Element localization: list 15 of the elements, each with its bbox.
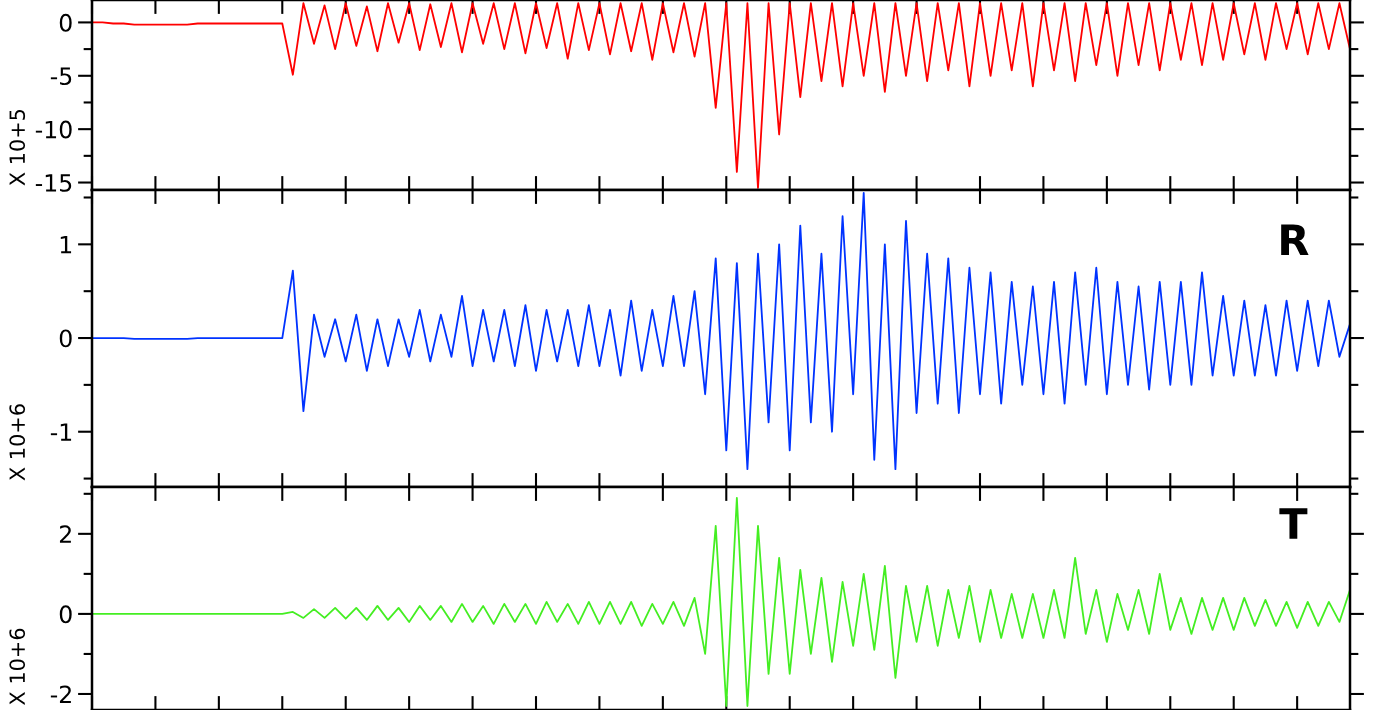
y-tick-label: 0 <box>59 13 72 32</box>
y-tick-label: 0 <box>59 329 72 348</box>
annotation: T <box>1279 508 1308 539</box>
y-tick-label: -10 <box>35 120 72 139</box>
annotation: R <box>1281 224 1309 255</box>
y-tick-label: 2 <box>59 525 71 543</box>
y-tick-label: -15 <box>35 174 72 192</box>
y-tick-label: 0 <box>59 605 72 624</box>
y-axis-title: X 10+5 <box>9 109 26 186</box>
y-tick-label: -1 <box>50 423 72 441</box>
y-axis-title: X 10+6 <box>9 404 26 481</box>
y-tick-label: -5 <box>50 67 72 86</box>
y-tick-label: -2 <box>50 685 71 703</box>
y-tick-label: 1 <box>60 236 72 254</box>
y-axis-title: X 10+6 <box>9 628 26 705</box>
